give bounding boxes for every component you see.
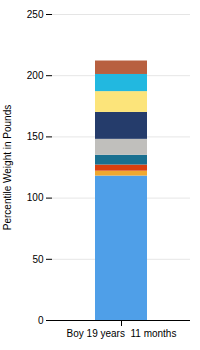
svg-text:0: 0 — [38, 315, 44, 326]
svg-text:50: 50 — [32, 253, 44, 264]
svg-text:150: 150 — [27, 131, 44, 142]
svg-text:Percentile Weight in Pounds: Percentile Weight in Pounds — [2, 105, 13, 230]
svg-text:Boy 19 years 11 months: Boy 19 years 11 months — [67, 328, 177, 339]
svg-text:200: 200 — [27, 70, 44, 81]
svg-text:100: 100 — [27, 192, 44, 203]
svg-text:250: 250 — [27, 9, 44, 20]
